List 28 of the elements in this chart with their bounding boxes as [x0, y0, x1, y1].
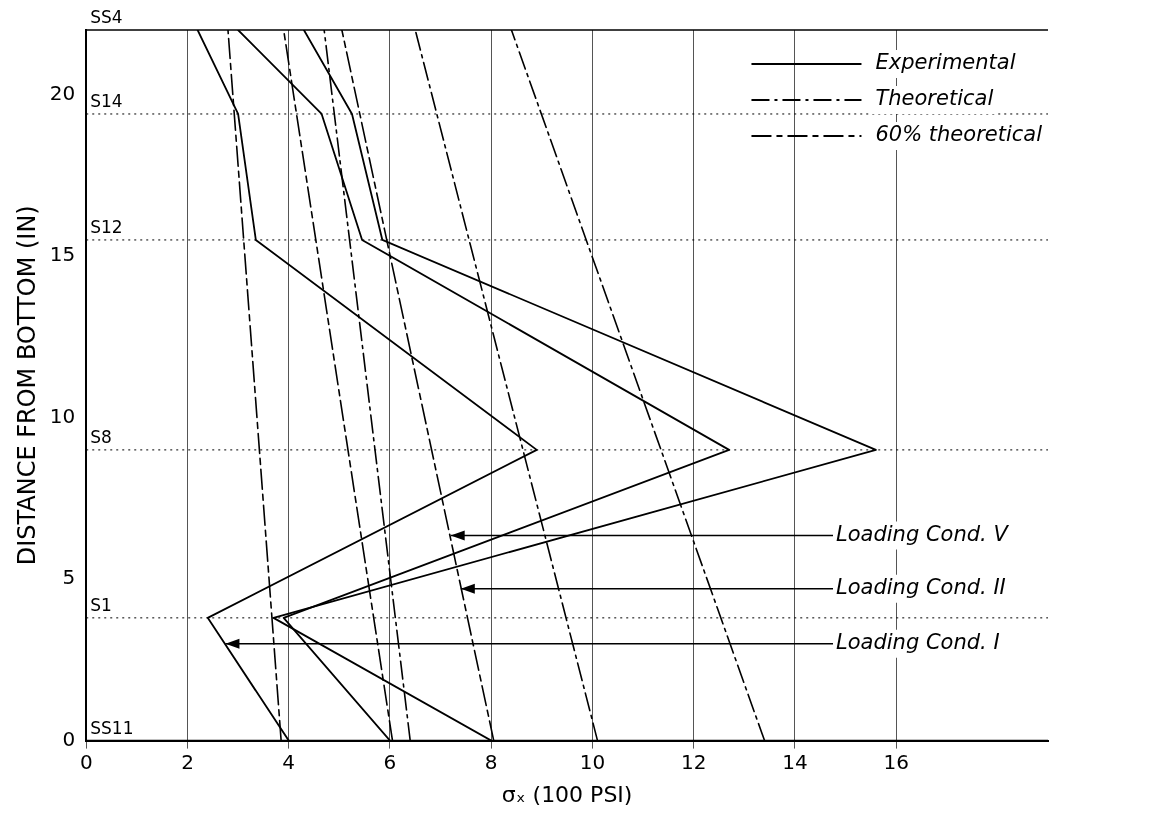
ref-line-label: S12	[90, 216, 123, 237]
x-tick-label: 16	[883, 749, 909, 774]
ref-line-label: S8	[90, 426, 112, 447]
annotation: Loading Cond. I	[836, 630, 1000, 655]
x-tick-label: 14	[782, 749, 808, 774]
text: Theoretical	[875, 86, 994, 111]
x-tick-label: 2	[181, 749, 194, 774]
x-tick-label: 10	[579, 749, 606, 774]
x-tick-label: 6	[383, 749, 397, 774]
y-tick-label: 20	[49, 80, 76, 105]
x-tick-label: 8	[484, 749, 498, 774]
y-tick-label: 15	[49, 242, 76, 267]
ref-line-label: SS11	[90, 717, 134, 738]
annotation: Loading Cond. V	[836, 521, 1010, 546]
text: 60% theoretical	[875, 122, 1043, 147]
y-axis-title: DISTANCE FROM BOTTOM (IN)	[12, 205, 41, 566]
text: Experimental	[875, 50, 1016, 75]
ref-line-label: S1	[90, 594, 112, 615]
x-tick-label: 0	[79, 749, 93, 774]
ref-line-label: S14	[90, 90, 123, 111]
x-axis-title: σₓ (100 PSI)	[501, 781, 633, 807]
annotation: Loading Cond. II	[836, 575, 1006, 600]
x-tick-label: 12	[680, 749, 707, 774]
y-tick-label: 5	[62, 565, 76, 590]
y-tick-label: 10	[49, 403, 76, 428]
y-tick-label: 0	[62, 726, 76, 751]
ref-line-label: SS4	[90, 6, 123, 27]
x-tick-label: 4	[282, 749, 296, 774]
